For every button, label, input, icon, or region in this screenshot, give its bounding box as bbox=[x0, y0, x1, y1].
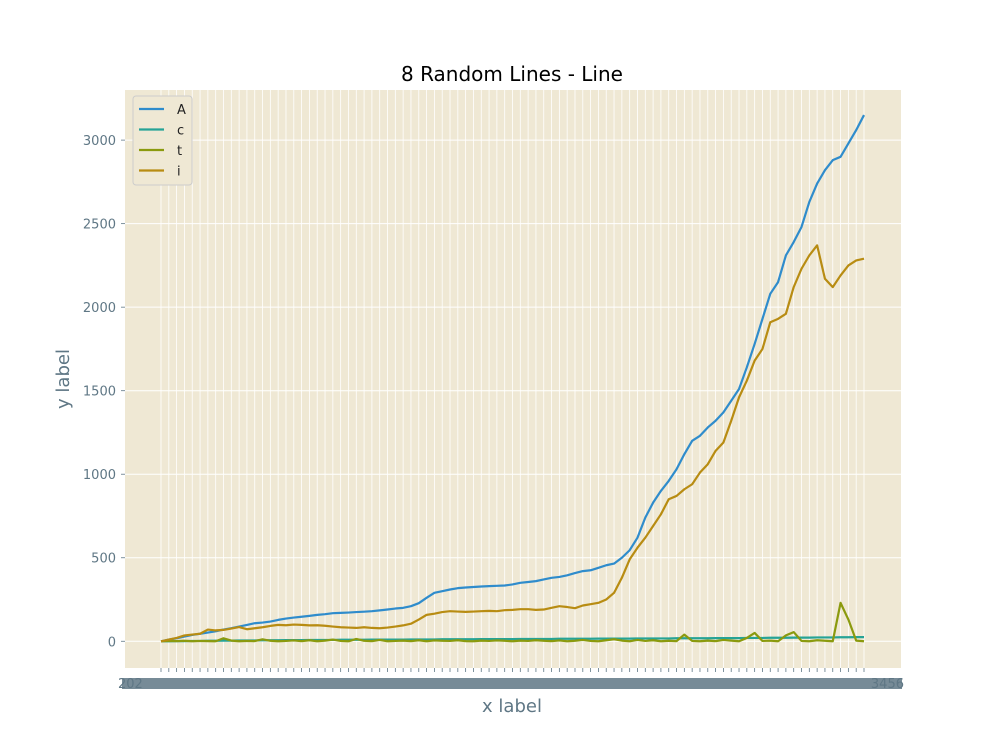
x-tick-label-start: 202 bbox=[118, 677, 143, 692]
y-tick-label: 2000 bbox=[83, 301, 116, 316]
series-lines bbox=[160, 114, 865, 643]
y-tick-label: 0 bbox=[108, 635, 116, 650]
y-tick-label: 3000 bbox=[83, 134, 116, 149]
legend-label-c: c bbox=[177, 124, 184, 139]
y-tick-label: 1000 bbox=[83, 468, 116, 483]
x-tick-label-end: 3456 bbox=[871, 677, 904, 692]
y-axis-label: y label bbox=[53, 349, 74, 409]
series-line-i bbox=[160, 244, 865, 643]
chart-title: 8 Random Lines - Line bbox=[401, 62, 623, 86]
legend-box bbox=[132, 95, 193, 186]
legend-label-t: t bbox=[177, 144, 182, 159]
x-axis-label: x label bbox=[482, 696, 542, 717]
plot-area bbox=[125, 90, 901, 668]
legend-label-A: A bbox=[177, 103, 186, 118]
series-line-A bbox=[160, 114, 865, 643]
series-line-t bbox=[160, 601, 865, 643]
y-tick-label: 500 bbox=[91, 552, 116, 567]
x-axis-ticks bbox=[122, 668, 902, 689]
legend-label-i: i bbox=[177, 165, 181, 180]
x-tick-label-band bbox=[122, 678, 902, 689]
y-tick-label: 2500 bbox=[83, 218, 116, 233]
y-tick-label: 1500 bbox=[83, 385, 116, 400]
y-axis-ticks: 0 500 1000 1500 2000 2500 3000 bbox=[83, 134, 125, 650]
